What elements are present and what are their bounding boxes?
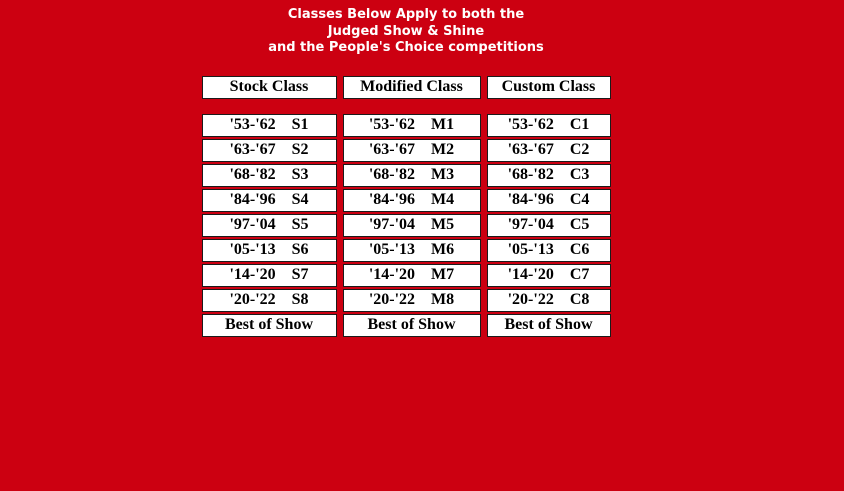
class-cell-m5: '97-'04 M5 — [342, 213, 481, 237]
class-code: M8 — [431, 291, 455, 308]
year-range: '68-'82 — [229, 166, 276, 183]
year-range: '63-'67 — [229, 141, 276, 158]
class-cell-c4: '84-'96 C4 — [486, 188, 611, 212]
class-code: C6 — [569, 241, 590, 258]
class-code: M2 — [431, 141, 455, 158]
class-code: S2 — [291, 141, 309, 158]
class-cell-m4: '84-'96 M4 — [342, 188, 481, 212]
class-cell-m8: '20-'22 M8 — [342, 288, 481, 312]
class-cell-s4: '84-'96 S4 — [201, 188, 337, 212]
year-range: '14-'20 — [507, 266, 554, 283]
year-range: '84-'96 — [507, 191, 554, 208]
class-code: M5 — [431, 216, 455, 233]
best-of-show-cell-custom: Best of Show — [486, 313, 611, 337]
title-line-2: Judged Show & Shine — [327, 23, 485, 39]
class-code: C7 — [569, 266, 590, 283]
classes-table: Stock Class Modified Class Custom Class … — [201, 75, 611, 337]
year-range: '68-'82 — [368, 166, 416, 183]
year-range: '14-'20 — [368, 266, 416, 283]
year-range: '05-'13 — [368, 241, 416, 258]
title-line-1: Classes Below Apply to both the — [287, 7, 525, 22]
best-of-show-cell-stock: Best of Show — [201, 313, 337, 337]
year-range: '05-'13 — [229, 241, 276, 258]
class-code: C8 — [569, 291, 590, 308]
class-cell-s1: '53-'62 S1 — [201, 113, 337, 137]
class-code: C1 — [569, 116, 590, 133]
class-code: S7 — [291, 266, 309, 283]
class-code: M3 — [431, 166, 455, 183]
table-body: '53-'62 S1 '53-'62 M1 '53-'62 C1 '63-'67… — [201, 113, 611, 337]
table-header-row: Stock Class Modified Class Custom Class — [201, 75, 611, 99]
class-cell-c5: '97-'04 C5 — [486, 213, 611, 237]
class-cell-s5: '97-'04 S5 — [201, 213, 337, 237]
class-cell-s8: '20-'22 S8 — [201, 288, 337, 312]
year-range: '84-'96 — [229, 191, 276, 208]
class-code: M7 — [431, 266, 455, 283]
header-cell-stock-class: Stock Class — [201, 75, 337, 99]
class-cell-s2: '63-'67 S2 — [201, 138, 337, 162]
year-range: '63-'67 — [368, 141, 416, 158]
class-code: C2 — [569, 141, 590, 158]
best-of-show-cell-modified: Best of Show — [342, 313, 481, 337]
year-range: '97-'04 — [368, 216, 416, 233]
class-cell-c6: '05-'13 C6 — [486, 238, 611, 262]
header-cell-custom-class: Custom Class — [486, 75, 611, 99]
year-range: '53-'62 — [507, 116, 554, 133]
year-range: '20-'22 — [368, 291, 416, 308]
year-range: '68-'82 — [507, 166, 554, 183]
page-container: Classes Below Apply to both the Judged S… — [0, 7, 812, 337]
class-code: M6 — [431, 241, 455, 258]
header-cell-modified-class: Modified Class — [342, 75, 481, 99]
class-cell-c3: '68-'82 C3 — [486, 163, 611, 187]
title-line-3: and the People's Choice competitions — [268, 40, 544, 55]
class-code: S4 — [291, 191, 309, 208]
page-title: Classes Below Apply to both the Judged S… — [0, 7, 812, 57]
class-code: C5 — [569, 216, 590, 233]
class-cell-m1: '53-'62 M1 — [342, 113, 481, 137]
year-range: '63-'67 — [507, 141, 554, 158]
class-code: C3 — [569, 166, 590, 183]
class-cell-m2: '63-'67 M2 — [342, 138, 481, 162]
class-cell-m7: '14-'20 M7 — [342, 263, 481, 287]
year-range: '05-'13 — [507, 241, 554, 258]
class-cell-m6: '05-'13 M6 — [342, 238, 481, 262]
class-cell-s6: '05-'13 S6 — [201, 238, 337, 262]
class-code: S1 — [291, 116, 309, 133]
year-range: '14-'20 — [229, 266, 276, 283]
year-range: '97-'04 — [507, 216, 554, 233]
class-cell-c8: '20-'22 C8 — [486, 288, 611, 312]
year-range: '53-'62 — [229, 116, 276, 133]
class-code: M1 — [431, 116, 455, 133]
class-cell-s3: '68-'82 S3 — [201, 163, 337, 187]
class-cell-m3: '68-'82 M3 — [342, 163, 481, 187]
year-range: '20-'22 — [507, 291, 554, 308]
class-cell-c1: '53-'62 C1 — [486, 113, 611, 137]
class-code: S6 — [291, 241, 309, 258]
class-code: S5 — [291, 216, 309, 233]
year-range: '84-'96 — [368, 191, 416, 208]
class-code: C4 — [569, 191, 590, 208]
year-range: '20-'22 — [229, 291, 276, 308]
class-code: M4 — [431, 191, 455, 208]
class-code: S3 — [291, 166, 309, 183]
class-cell-c7: '14-'20 C7 — [486, 263, 611, 287]
year-range: '97-'04 — [229, 216, 276, 233]
class-cell-s7: '14-'20 S7 — [201, 263, 337, 287]
class-code: S8 — [291, 291, 309, 308]
class-cell-c2: '63-'67 C2 — [486, 138, 611, 162]
year-range: '53-'62 — [368, 116, 416, 133]
